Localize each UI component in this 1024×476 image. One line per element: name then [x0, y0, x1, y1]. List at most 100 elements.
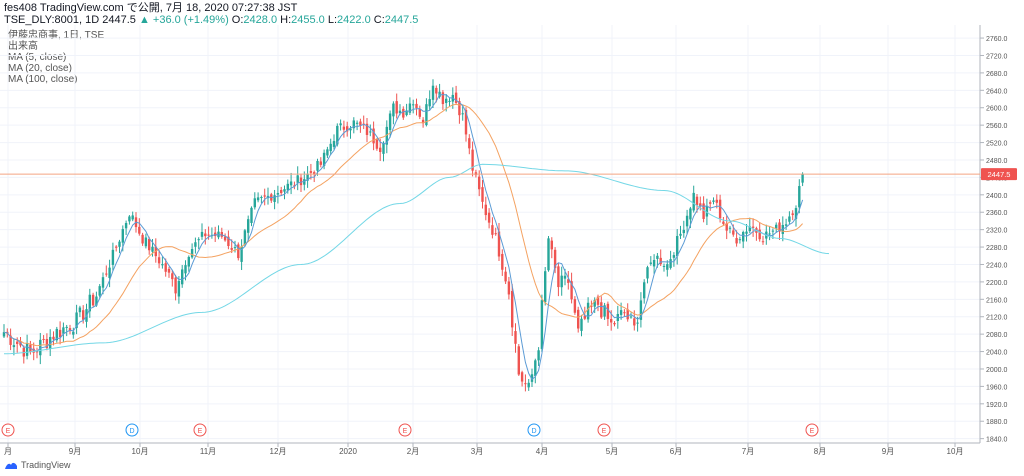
event-marker-label: E	[403, 428, 408, 435]
candle-body	[392, 103, 395, 117]
candle-body	[527, 382, 530, 388]
candle-body	[771, 230, 775, 232]
candle-body	[596, 296, 600, 305]
candle-body	[501, 253, 504, 270]
y-tick-label: 2720.0	[986, 53, 1008, 60]
candle-body	[62, 327, 65, 334]
candle-body	[171, 273, 174, 280]
candle-body	[748, 226, 751, 232]
candle-body	[200, 231, 204, 237]
candle-body	[19, 341, 22, 346]
tradingview-brand: TradingView	[21, 460, 71, 470]
candle-body	[184, 265, 187, 274]
candle-body	[699, 203, 702, 207]
candle-body	[570, 281, 573, 300]
event-marker-circle	[193, 423, 207, 437]
candle-body	[151, 246, 154, 252]
candle-body	[458, 101, 461, 116]
close-label: C:	[373, 14, 385, 26]
y-tick-label: 1840.0	[986, 437, 1008, 444]
candle-body	[138, 226, 141, 234]
legend-ma20[interactable]: MA (20, close)	[8, 63, 72, 74]
candle-body	[666, 264, 669, 270]
candle-body	[709, 202, 712, 204]
candle-body	[626, 309, 629, 320]
x-tick-label: 10月	[132, 447, 149, 456]
event-marker-label: E	[6, 428, 11, 435]
legend-ma5[interactable]: MA (5, close)	[8, 52, 67, 63]
candle-body	[227, 236, 230, 247]
event-marker-circle	[527, 423, 541, 437]
candle-body	[187, 256, 190, 267]
event-marker-label: E	[602, 428, 607, 435]
candle-body	[610, 318, 613, 323]
candle-body	[332, 141, 336, 147]
tradingview-footer[interactable]: TradingView	[4, 460, 71, 470]
legend-volume[interactable]: 出来高	[8, 41, 38, 52]
candle-body	[636, 322, 639, 324]
candle-body	[441, 92, 445, 105]
candle-body	[540, 300, 544, 349]
low-value: 2422.0	[337, 14, 371, 26]
candle-body	[702, 203, 705, 219]
candle-body	[108, 267, 111, 279]
candle-body	[45, 339, 49, 349]
candle-body	[369, 131, 372, 133]
candle-body	[303, 179, 306, 185]
candle-body	[375, 139, 379, 149]
candle-body	[662, 265, 666, 267]
x-tick-label: 9月	[69, 447, 81, 456]
candle-body	[464, 109, 468, 135]
ma20-line	[3, 103, 803, 347]
x-tick-label: 7月	[742, 447, 754, 456]
y-tick-label: 1920.0	[986, 402, 1008, 409]
last-price-badge	[981, 168, 1017, 181]
candle-body	[732, 230, 735, 235]
candle-body	[339, 123, 342, 126]
symbol-label[interactable]: TSE_DLY:8001, 1D 2447.5	[4, 14, 136, 26]
candle-body	[534, 360, 537, 376]
candle-body	[194, 242, 197, 247]
y-tick-label: 2040.0	[986, 350, 1008, 357]
legend-ma100[interactable]: MA (100, close)	[8, 74, 78, 85]
candle-body	[425, 104, 428, 126]
candle-body	[428, 99, 431, 107]
moving-averages	[3, 94, 830, 381]
candle-body	[289, 181, 293, 186]
candle-body	[296, 175, 299, 183]
candle-body	[656, 255, 659, 259]
candle-body	[745, 231, 748, 234]
x-tick-label: 9月	[882, 447, 894, 456]
candle-body	[313, 172, 316, 175]
event-marker-circle	[805, 423, 819, 437]
candle-body	[623, 312, 626, 314]
event-marker-label: D	[129, 428, 134, 435]
candle-body	[329, 143, 332, 152]
x-tick-label: 2月	[407, 447, 419, 456]
candle-body	[42, 338, 45, 340]
candle-body	[55, 328, 58, 341]
y-tick-label: 2480.0	[986, 158, 1008, 165]
candle-body	[25, 343, 29, 356]
candle-body	[91, 294, 95, 306]
candle-body	[705, 205, 709, 217]
y-tick-label: 2240.0	[986, 262, 1008, 269]
candle-body	[52, 336, 55, 340]
candle-body	[494, 233, 497, 235]
candle-body	[247, 219, 250, 233]
y-tick-label: 1880.0	[986, 419, 1008, 426]
candle-body	[553, 249, 557, 269]
candle-body	[319, 161, 322, 165]
y-tick-label: 2600.0	[986, 106, 1008, 113]
candle-body	[131, 215, 134, 220]
legend-title[interactable]: 伊藤忠商事, 1日, TSE	[8, 30, 105, 41]
candle-body	[692, 192, 695, 211]
candle-body	[461, 113, 464, 115]
candle-body	[144, 237, 148, 247]
candle-body	[511, 290, 514, 328]
candle-body	[544, 271, 547, 303]
candle-body	[174, 277, 177, 294]
candle-body	[352, 120, 355, 129]
event-marker-label: E	[810, 428, 815, 435]
